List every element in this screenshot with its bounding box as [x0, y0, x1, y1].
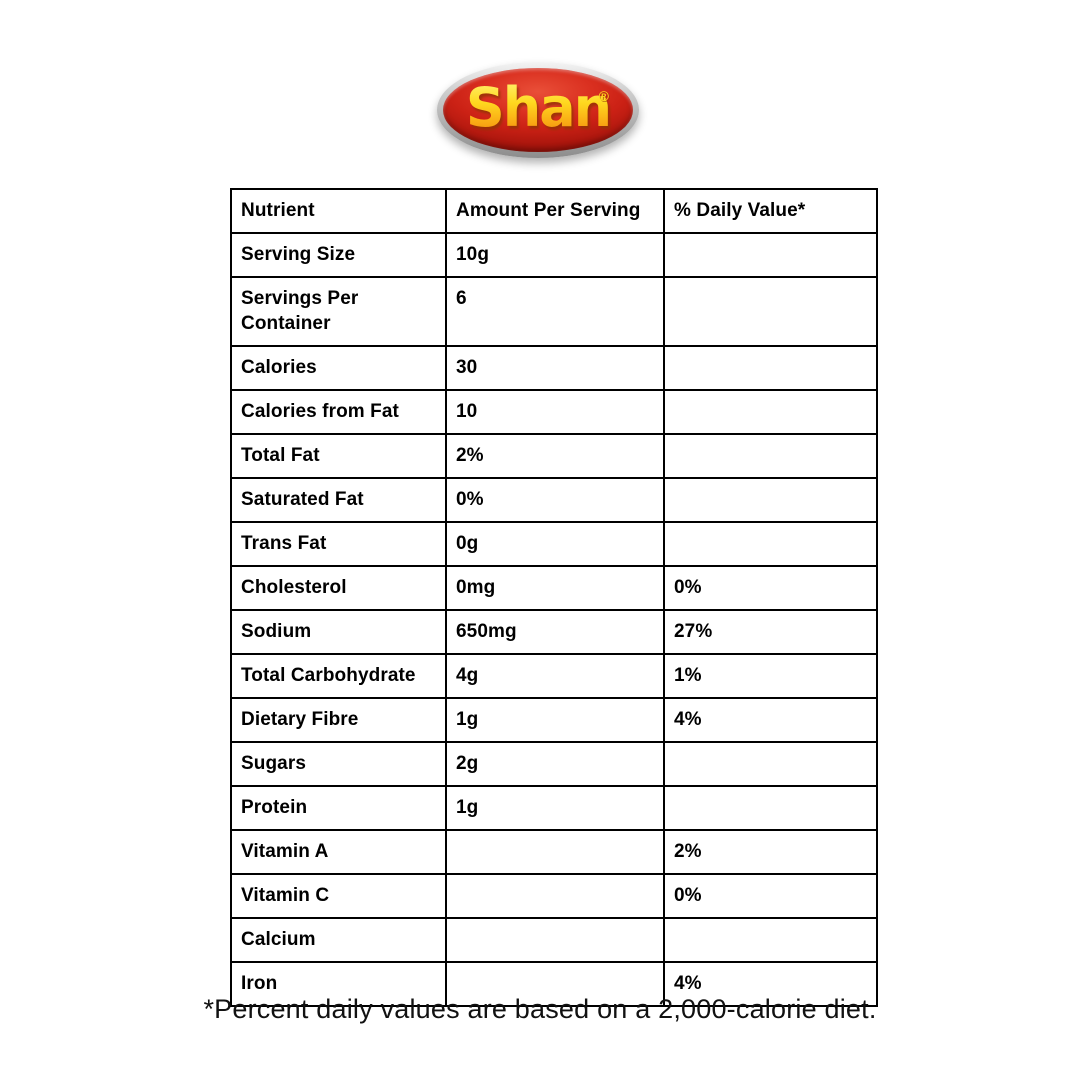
- daily-value-cell: [663, 917, 878, 963]
- table-header-row: Nutrient Amount Per Serving % Daily Valu…: [230, 188, 878, 234]
- amount-cell: 6: [445, 276, 665, 347]
- table-row-calories: Calories 30: [230, 345, 878, 391]
- table-row-calories-from-fat: Calories from Fat 10: [230, 389, 878, 435]
- registered-trademark-icon: ®: [598, 88, 609, 104]
- table-row-iron: Iron 4%: [230, 961, 878, 1007]
- table-row-servings-per-container: Servings Per Container 6: [230, 276, 878, 347]
- table-row-saturated-fat: Saturated Fat 0%: [230, 477, 878, 523]
- amount-cell: [445, 961, 665, 1007]
- amount-cell: 10: [445, 389, 665, 435]
- amount-cell: 2g: [445, 741, 665, 787]
- nutrient-cell: Trans Fat: [230, 521, 447, 567]
- amount-cell: 0mg: [445, 565, 665, 611]
- nutrient-cell: Calories from Fat: [230, 389, 447, 435]
- shan-logo-red-oval: Shan ®: [443, 68, 633, 152]
- nutrient-cell: Protein: [230, 785, 447, 831]
- table-row-trans-fat: Trans Fat 0g: [230, 521, 878, 567]
- daily-value-cell: [663, 741, 878, 787]
- shan-logo-wordmark: Shan: [465, 76, 612, 139]
- table-row-dietary-fibre: Dietary Fibre 1g 4%: [230, 697, 878, 743]
- amount-cell: 30: [445, 345, 665, 391]
- amount-cell: 1g: [445, 697, 665, 743]
- table-row-total-fat: Total Fat 2%: [230, 433, 878, 479]
- daily-value-cell: 0%: [663, 565, 878, 611]
- nutrient-cell: Saturated Fat: [230, 477, 447, 523]
- daily-value-cell: [663, 433, 878, 479]
- daily-value-cell: 4%: [663, 697, 878, 743]
- daily-value-cell: [663, 477, 878, 523]
- daily-value-cell: 0%: [663, 873, 878, 919]
- amount-cell: 650mg: [445, 609, 665, 655]
- nutrient-cell: Total Carbohydrate: [230, 653, 447, 699]
- table-row-vitamin-a: Vitamin A 2%: [230, 829, 878, 875]
- nutrient-cell: Sodium: [230, 609, 447, 655]
- daily-value-cell: 27%: [663, 609, 878, 655]
- amount-cell: [445, 873, 665, 919]
- nutrient-cell: Calcium: [230, 917, 447, 963]
- nutrient-cell: Vitamin A: [230, 829, 447, 875]
- table-row-sodium: Sodium 650mg 27%: [230, 609, 878, 655]
- nutrient-cell: Serving Size: [230, 232, 447, 278]
- nutrient-cell: Servings Per Container: [230, 276, 447, 347]
- amount-cell: 0%: [445, 477, 665, 523]
- nutrient-cell: Iron: [230, 961, 447, 1007]
- table-row-cholesterol: Cholesterol 0mg 0%: [230, 565, 878, 611]
- daily-value-cell: 2%: [663, 829, 878, 875]
- daily-value-cell: [663, 276, 878, 347]
- amount-cell: 1g: [445, 785, 665, 831]
- table-row-protein: Protein 1g: [230, 785, 878, 831]
- table-row-total-carbohydrate: Total Carbohydrate 4g 1%: [230, 653, 878, 699]
- table-row-calcium: Calcium: [230, 917, 878, 963]
- daily-value-cell: 4%: [663, 961, 878, 1007]
- daily-value-cell: 1%: [663, 653, 878, 699]
- nutrient-cell: Total Fat: [230, 433, 447, 479]
- shan-logo: Shan ®: [437, 62, 639, 158]
- nutrient-cell: Calories: [230, 345, 447, 391]
- amount-cell: [445, 829, 665, 875]
- header-nutrient: Nutrient: [230, 188, 447, 234]
- amount-cell: 0g: [445, 521, 665, 567]
- nutrient-cell: Dietary Fibre: [230, 697, 447, 743]
- daily-value-cell: [663, 345, 878, 391]
- amount-cell: [445, 917, 665, 963]
- daily-value-cell: [663, 389, 878, 435]
- header-daily-value: % Daily Value*: [663, 188, 878, 234]
- daily-value-cell: [663, 521, 878, 567]
- table-row-sugars: Sugars 2g: [230, 741, 878, 787]
- amount-cell: 4g: [445, 653, 665, 699]
- header-amount-per-serving: Amount Per Serving: [445, 188, 665, 234]
- table-row-serving-size: Serving Size 10g: [230, 232, 878, 278]
- table-row-vitamin-c: Vitamin C 0%: [230, 873, 878, 919]
- nutrition-facts-table: Nutrient Amount Per Serving % Daily Valu…: [230, 188, 878, 1007]
- amount-cell: 10g: [445, 232, 665, 278]
- nutrient-cell: Sugars: [230, 741, 447, 787]
- daily-value-footnote: *Percent daily values are based on a 2,0…: [203, 994, 877, 1024]
- daily-value-cell: [663, 785, 878, 831]
- nutrient-cell: Vitamin C: [230, 873, 447, 919]
- amount-cell: 2%: [445, 433, 665, 479]
- nutrient-cell: Cholesterol: [230, 565, 447, 611]
- daily-value-cell: [663, 232, 878, 278]
